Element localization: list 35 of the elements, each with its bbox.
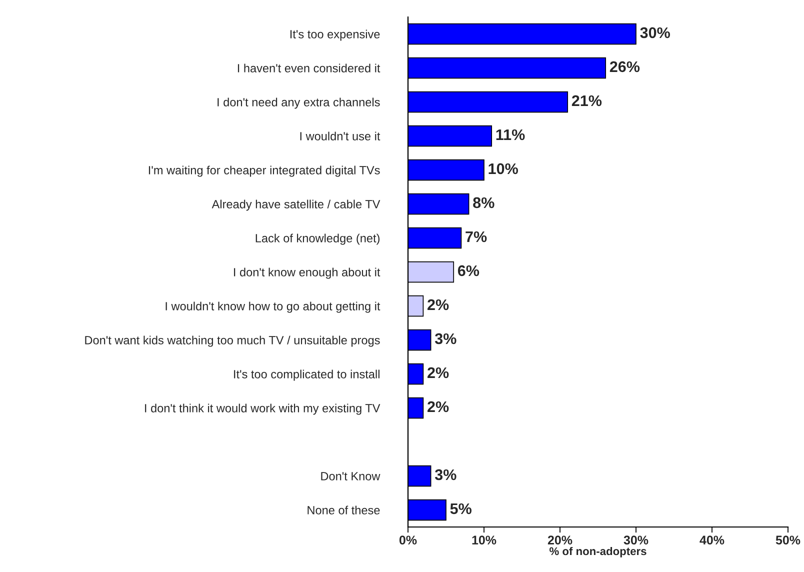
data-label: 2% (428, 367, 449, 378)
data-label: 30% (640, 27, 670, 38)
y-tick-label: It's too complicated to install (234, 370, 380, 381)
x-tick-label: 40% (700, 536, 724, 545)
y-tick-label: I don't know enough about it (234, 268, 380, 279)
data-label: 21% (572, 95, 602, 106)
data-label: 2% (428, 401, 449, 412)
y-tick-label: Don't want kids watching too much TV / unsuitable progs (85, 336, 380, 347)
data-label: 26% (610, 61, 640, 72)
data-label: 11% (496, 129, 525, 140)
y-tick-label: Don't Know (321, 472, 380, 480)
y-tick-label: It's too expensive (290, 30, 380, 41)
data-label: 8% (473, 197, 494, 208)
y-tick-label: I haven't even considered it (238, 64, 380, 72)
y-tick-label: I wouldn't know how to go about getting it (166, 302, 380, 313)
y-tick-label: Already have satellite / cable TV (212, 200, 380, 211)
x-tick-label: 0% (399, 536, 417, 545)
y-tick-label: I don't think it would work with my existing TV (145, 404, 380, 415)
data-label: 7% (466, 231, 487, 242)
data-label: 6% (458, 265, 480, 276)
data-label: 3% (434, 469, 456, 480)
y-tick-label: I don't need any extra channels (218, 98, 380, 109)
x-axis-title: % of non-adopters (550, 546, 646, 558)
y-tick-label: I'm waiting for cheaper integrated digital TVs (148, 166, 380, 177)
x-tick-label: 10% (472, 536, 496, 545)
x-tick-label: 20% (548, 536, 572, 545)
y-tick-label: Lack of knowledge (net) (256, 234, 380, 245)
data-label: 3% (434, 333, 456, 344)
y-tick-label: None of these (308, 506, 380, 514)
data-label: 2% (428, 299, 449, 310)
data-label: 10% (488, 163, 518, 174)
y-tick-label: I wouldn't use it (300, 132, 380, 140)
data-label: 5% (450, 503, 472, 514)
x-tick-label: 50% (776, 536, 800, 545)
x-tick-label: 30% (624, 536, 648, 545)
